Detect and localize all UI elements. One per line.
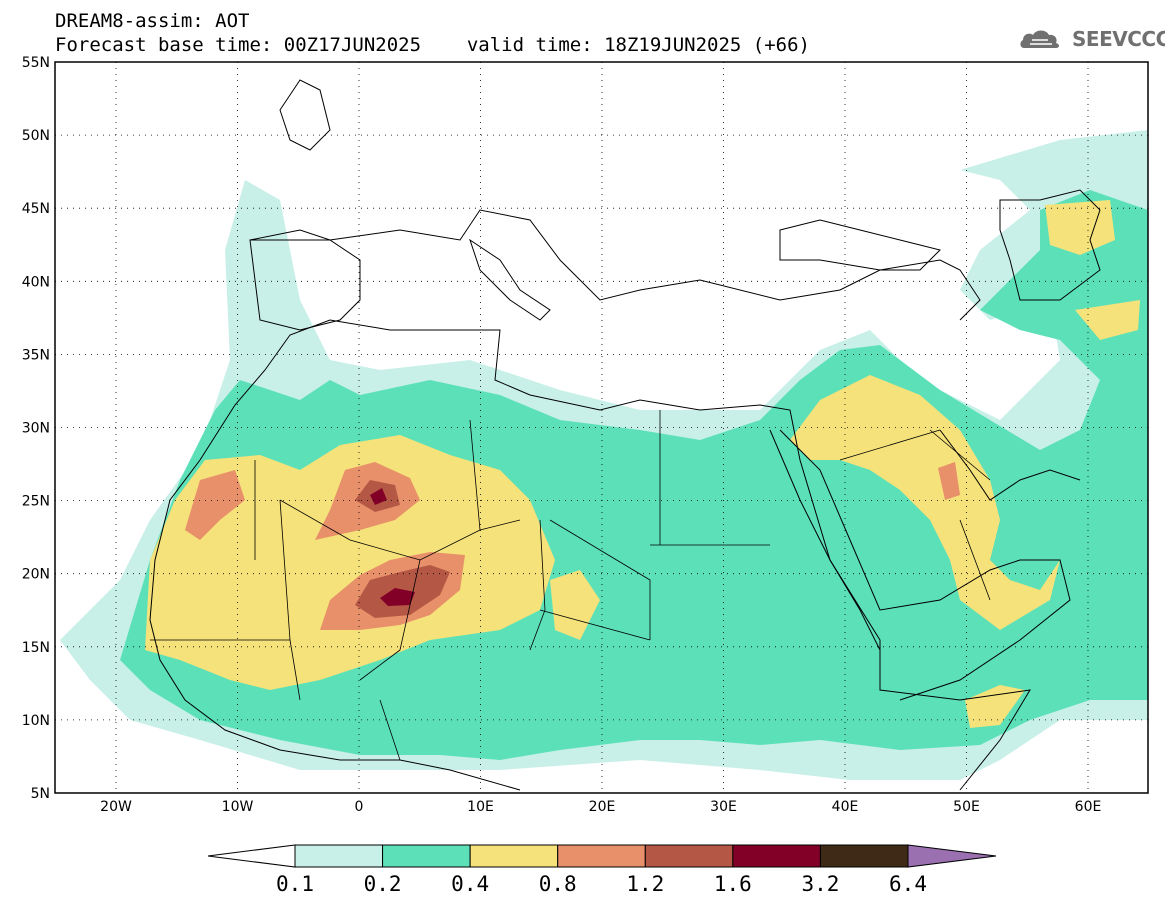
lon-label: 0 [355,799,364,815]
colorbar-swatch [644,844,734,868]
lat-label: 15N [22,640,50,656]
iberia [249,239,361,331]
lat-labels: 55N 50N 45N 40N 35N 30N 25N 20N 15N 10N 5N [22,55,50,802]
italy [469,238,551,321]
lon-label: 30E [710,799,737,815]
british-isles [279,79,331,151]
aot-caspian-yellow [1045,200,1115,255]
coastlines [149,79,1101,791]
red-sea-coast [769,429,881,651]
colorbar-level-label: 0.2 [363,872,402,896]
lon-label: 20W [100,799,132,815]
map-title: DREAM8-assim: AOT [55,10,250,32]
colorbar-level-label: 1.6 [713,872,752,896]
lat-label: 5N [31,786,50,802]
lon-label: 50E [953,799,980,815]
lat-label: 25N [22,494,50,510]
lat-label: 40N [22,274,50,290]
aot-mauritania-orange [185,470,245,540]
lat-label: 30N [22,421,50,437]
europe-coast [249,209,981,321]
aot-arabia-orange [938,462,960,500]
black-sea-coast [779,219,941,271]
colorbar-max-triangle [907,844,997,868]
colorbar-swatch [294,844,384,868]
west-africa-coast [149,459,521,791]
colorbar-level-label: 1.2 [626,872,665,896]
aot-level-1.6 [380,588,415,606]
colorbar-swatch [732,844,821,868]
lat-label: 55N [22,55,50,71]
gulf-coast [939,429,1081,501]
colorbar-level-label: 0.8 [538,872,577,896]
colorbar-swatch [469,844,559,868]
lat-label: 20N [22,567,50,583]
lon-label: 20E [589,799,616,815]
colorbar-min-triangle [207,844,296,868]
lat-label: 50N [22,128,50,144]
colorbar-swatch [382,844,471,868]
colorbar-level-label: 6.4 [889,872,927,896]
lon-labels: 20W 10W 0 10E 20E 30E 40E 50E 60E [100,799,1101,815]
grid-lines [55,62,1148,793]
colorbar-swatch [557,844,646,868]
colorbar-swatch [819,844,909,868]
lon-label: 10W [222,799,254,815]
lon-label: 60E [1075,799,1102,815]
valid-time: valid time: 18Z19JUN2025 (+66) [466,34,810,56]
colorbar [207,844,997,868]
colorbar-level-label: 0.1 [276,872,314,896]
lon-label: 40E [832,799,859,815]
lat-label: 10N [22,713,50,729]
caspian-coast [999,189,1101,301]
lon-label: 10E [467,799,494,815]
lat-label: 45N [22,201,50,217]
dust-field [60,130,1148,780]
aot-arabia-yellow [790,375,1060,630]
colorbar-level-label: 0.4 [451,872,490,896]
aot-iran-yellow [1075,300,1140,340]
aot-horn-yellow [965,685,1025,728]
aot-algeria-darkred [370,488,387,505]
aot-level-0.4 [145,435,555,690]
cloud-logo-icon [1020,30,1059,48]
aot-chad-yellow [550,570,600,640]
lat-label: 35N [22,347,50,363]
border-lines [150,410,991,761]
forecast-times: Forecast base time: 00Z17JUN2025 valid t… [55,34,810,56]
base-time: Forecast base time: 00Z17JUN2025 [55,34,422,56]
colorbar-level-label: 3.2 [801,872,840,896]
africa-coast [199,319,1031,791]
logo-text: SEEVCCC [1072,27,1165,51]
